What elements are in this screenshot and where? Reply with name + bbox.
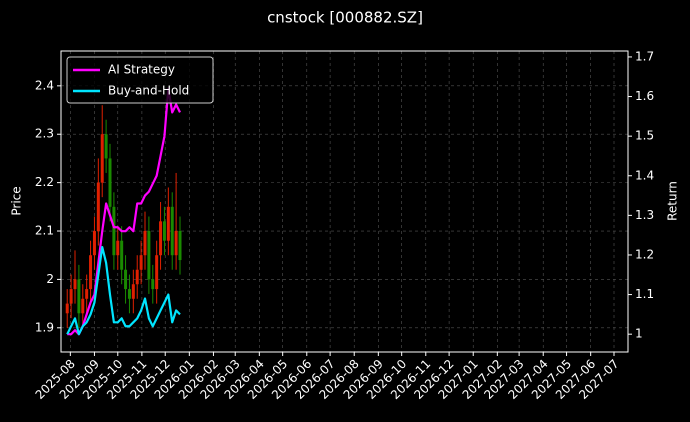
candle-body xyxy=(135,269,139,285)
candle-body xyxy=(112,206,116,256)
y-tick-label: 2.3 xyxy=(35,127,54,141)
y2-tick-label: 1.7 xyxy=(635,49,654,63)
candle-body xyxy=(170,206,174,256)
y-tick-label: 1.9 xyxy=(35,320,54,334)
legend-label: AI Strategy xyxy=(108,63,175,77)
y2-tick-label: 1.5 xyxy=(635,129,654,143)
y2-tick-label: 1.1 xyxy=(635,287,654,301)
candle-body xyxy=(147,231,151,280)
candle-body xyxy=(159,221,163,256)
candle-body xyxy=(92,231,96,256)
candle-body xyxy=(162,221,166,241)
y-tick-label: 2.1 xyxy=(35,224,54,238)
y-tick-label: 2.4 xyxy=(35,78,54,92)
chart-title: cnstock [000882.SZ] xyxy=(267,9,423,27)
y2-tick-label: 1.2 xyxy=(635,247,654,261)
plot-frame xyxy=(60,50,629,353)
candle-body xyxy=(120,240,124,270)
candle-body xyxy=(116,240,120,256)
y2-tick-label: 1.3 xyxy=(635,208,654,222)
candle-body xyxy=(178,231,182,261)
y2-tick-label: 1.4 xyxy=(635,168,654,182)
candle-body xyxy=(73,279,77,290)
candle-body xyxy=(65,303,69,314)
candle-body xyxy=(127,289,131,299)
candle-body xyxy=(77,279,81,314)
candle-body xyxy=(143,231,147,256)
legend-box xyxy=(66,56,214,104)
legend-label: Buy-and-Hold xyxy=(108,84,189,98)
y-axis-label: Price xyxy=(10,186,24,215)
y-tick-label: 2 xyxy=(46,272,54,286)
candle-body xyxy=(174,231,178,256)
candle-body xyxy=(108,158,112,207)
candle-body xyxy=(85,289,89,299)
return-line xyxy=(67,87,181,336)
return-line xyxy=(66,245,181,336)
y2-tick-label: 1.6 xyxy=(635,89,654,103)
candle-body xyxy=(155,255,159,290)
y2-tick-label: 1 xyxy=(635,327,643,341)
y2-axis-label: Return xyxy=(666,181,680,221)
y-tick-label: 2.2 xyxy=(35,175,54,189)
candle-body xyxy=(139,255,143,270)
candle-body xyxy=(96,182,100,232)
candle-body xyxy=(131,284,135,299)
candle-body xyxy=(81,298,85,314)
candle-body xyxy=(104,134,108,159)
candle-body xyxy=(166,206,170,241)
candle-body xyxy=(100,134,104,183)
candle-body xyxy=(69,289,73,304)
candle-body xyxy=(151,279,155,290)
candle-body xyxy=(89,255,93,290)
candle-body xyxy=(124,269,128,290)
